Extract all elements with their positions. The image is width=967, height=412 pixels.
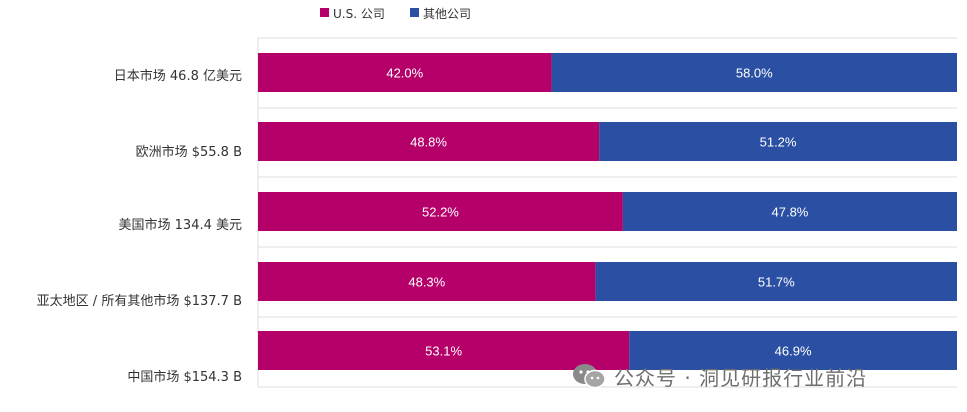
data-label: 53.1% bbox=[425, 344, 462, 359]
legend: U.S. 公司 其他公司 bbox=[320, 7, 471, 21]
bar-segment bbox=[258, 122, 600, 161]
bar-segment bbox=[595, 262, 957, 301]
data-label: 42.0% bbox=[386, 66, 423, 81]
category-label: 美国市场 134.4 美元 bbox=[119, 217, 242, 233]
bar-segment bbox=[258, 53, 552, 92]
data-label: 52.2% bbox=[422, 205, 459, 220]
data-label: 51.7% bbox=[758, 275, 795, 290]
watermark-text: 公众号 · 洞见研报行业前沿 bbox=[614, 365, 868, 390]
data-label: 58.0% bbox=[736, 66, 773, 81]
bars: 42.0% 58.0% 48.8% 51.2% 52.2% 47.8% 48.3% 51.7%… bbox=[258, 53, 957, 370]
category-label: 欧洲市场 $55.8 B bbox=[136, 144, 242, 160]
data-label: 48.3% bbox=[408, 275, 445, 290]
data-label: 47.8% bbox=[772, 205, 809, 220]
bar-segment bbox=[258, 262, 596, 301]
wechat-icon bbox=[573, 364, 606, 389]
data-label: 48.8% bbox=[410, 135, 447, 150]
bar-segment bbox=[258, 331, 630, 370]
legend-label: U.S. 公司 bbox=[333, 7, 385, 21]
gridlines bbox=[257, 37, 957, 388]
watermark: 公众号 · 洞见研报行业前沿 bbox=[572, 360, 867, 392]
bar-segment bbox=[629, 331, 957, 370]
category-label: 中国市场 $154.3 B bbox=[127, 369, 242, 385]
category-label: 日本市场 46.8 亿美元 bbox=[114, 68, 242, 84]
category-label: 亚太地区 / 所有其他市场 $137.7 B bbox=[37, 293, 242, 309]
bar-segment bbox=[551, 53, 957, 92]
bar-segment bbox=[599, 122, 957, 161]
legend-swatch bbox=[410, 8, 419, 17]
legend-label: 其他公司 bbox=[423, 7, 471, 21]
bar-segment bbox=[258, 192, 623, 231]
data-label: 51.2% bbox=[760, 135, 797, 150]
bar-segment bbox=[622, 192, 957, 231]
data-label: 46.9% bbox=[775, 344, 812, 359]
legend-swatch bbox=[320, 8, 329, 17]
